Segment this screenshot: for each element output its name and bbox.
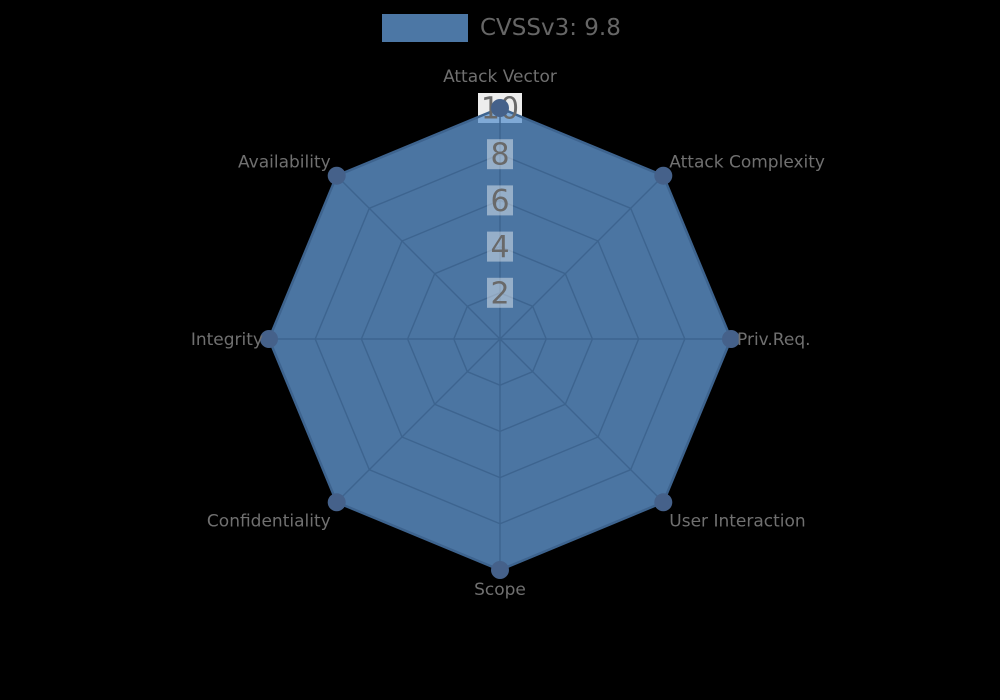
data-point-integrity bbox=[260, 330, 278, 348]
axis-label-scope: Scope bbox=[474, 580, 526, 600]
angle-line bbox=[336, 338, 501, 503]
tick-backdrop-4 bbox=[487, 231, 513, 262]
data-point-availability bbox=[327, 166, 346, 185]
axis-label-user-interaction: User Interaction bbox=[669, 511, 805, 531]
axis-label-attack-complexity: Attack Complexity bbox=[669, 153, 825, 173]
radial-tick-6: 6 bbox=[490, 184, 509, 219]
data-point-priv-req- bbox=[722, 330, 740, 348]
legend-swatch[interactable] bbox=[382, 14, 468, 42]
data-point-confidentiality bbox=[327, 493, 346, 512]
axis-label-priv-req-: Priv.Req. bbox=[737, 330, 811, 350]
angle-line bbox=[499, 175, 664, 340]
radial-tick-8: 8 bbox=[490, 138, 509, 173]
tick-backdrop-2 bbox=[487, 277, 513, 308]
chart-legend[interactable]: CVSSv3: 9.8 bbox=[382, 14, 621, 42]
axis-label-availability: Availability bbox=[238, 153, 331, 173]
angle-line bbox=[336, 175, 501, 340]
data-point-attack-vector bbox=[491, 99, 509, 117]
radial-tick-2: 2 bbox=[490, 276, 509, 311]
tick-backdrop-8 bbox=[487, 139, 513, 170]
data-point-attack-complexity bbox=[654, 166, 673, 185]
data-point-scope bbox=[491, 561, 509, 579]
legend-label: CVSSv3: 9.8 bbox=[480, 15, 621, 41]
axis-label-attack-vector: Attack Vector bbox=[443, 67, 557, 87]
axis-label-confidentiality: Confidentiality bbox=[207, 511, 331, 531]
axis-label-integrity: Integrity bbox=[191, 330, 263, 350]
radial-tick-4: 4 bbox=[490, 230, 509, 265]
data-point-user-interaction bbox=[654, 493, 673, 512]
angle-line bbox=[499, 338, 664, 503]
tick-backdrop-6 bbox=[487, 185, 513, 216]
